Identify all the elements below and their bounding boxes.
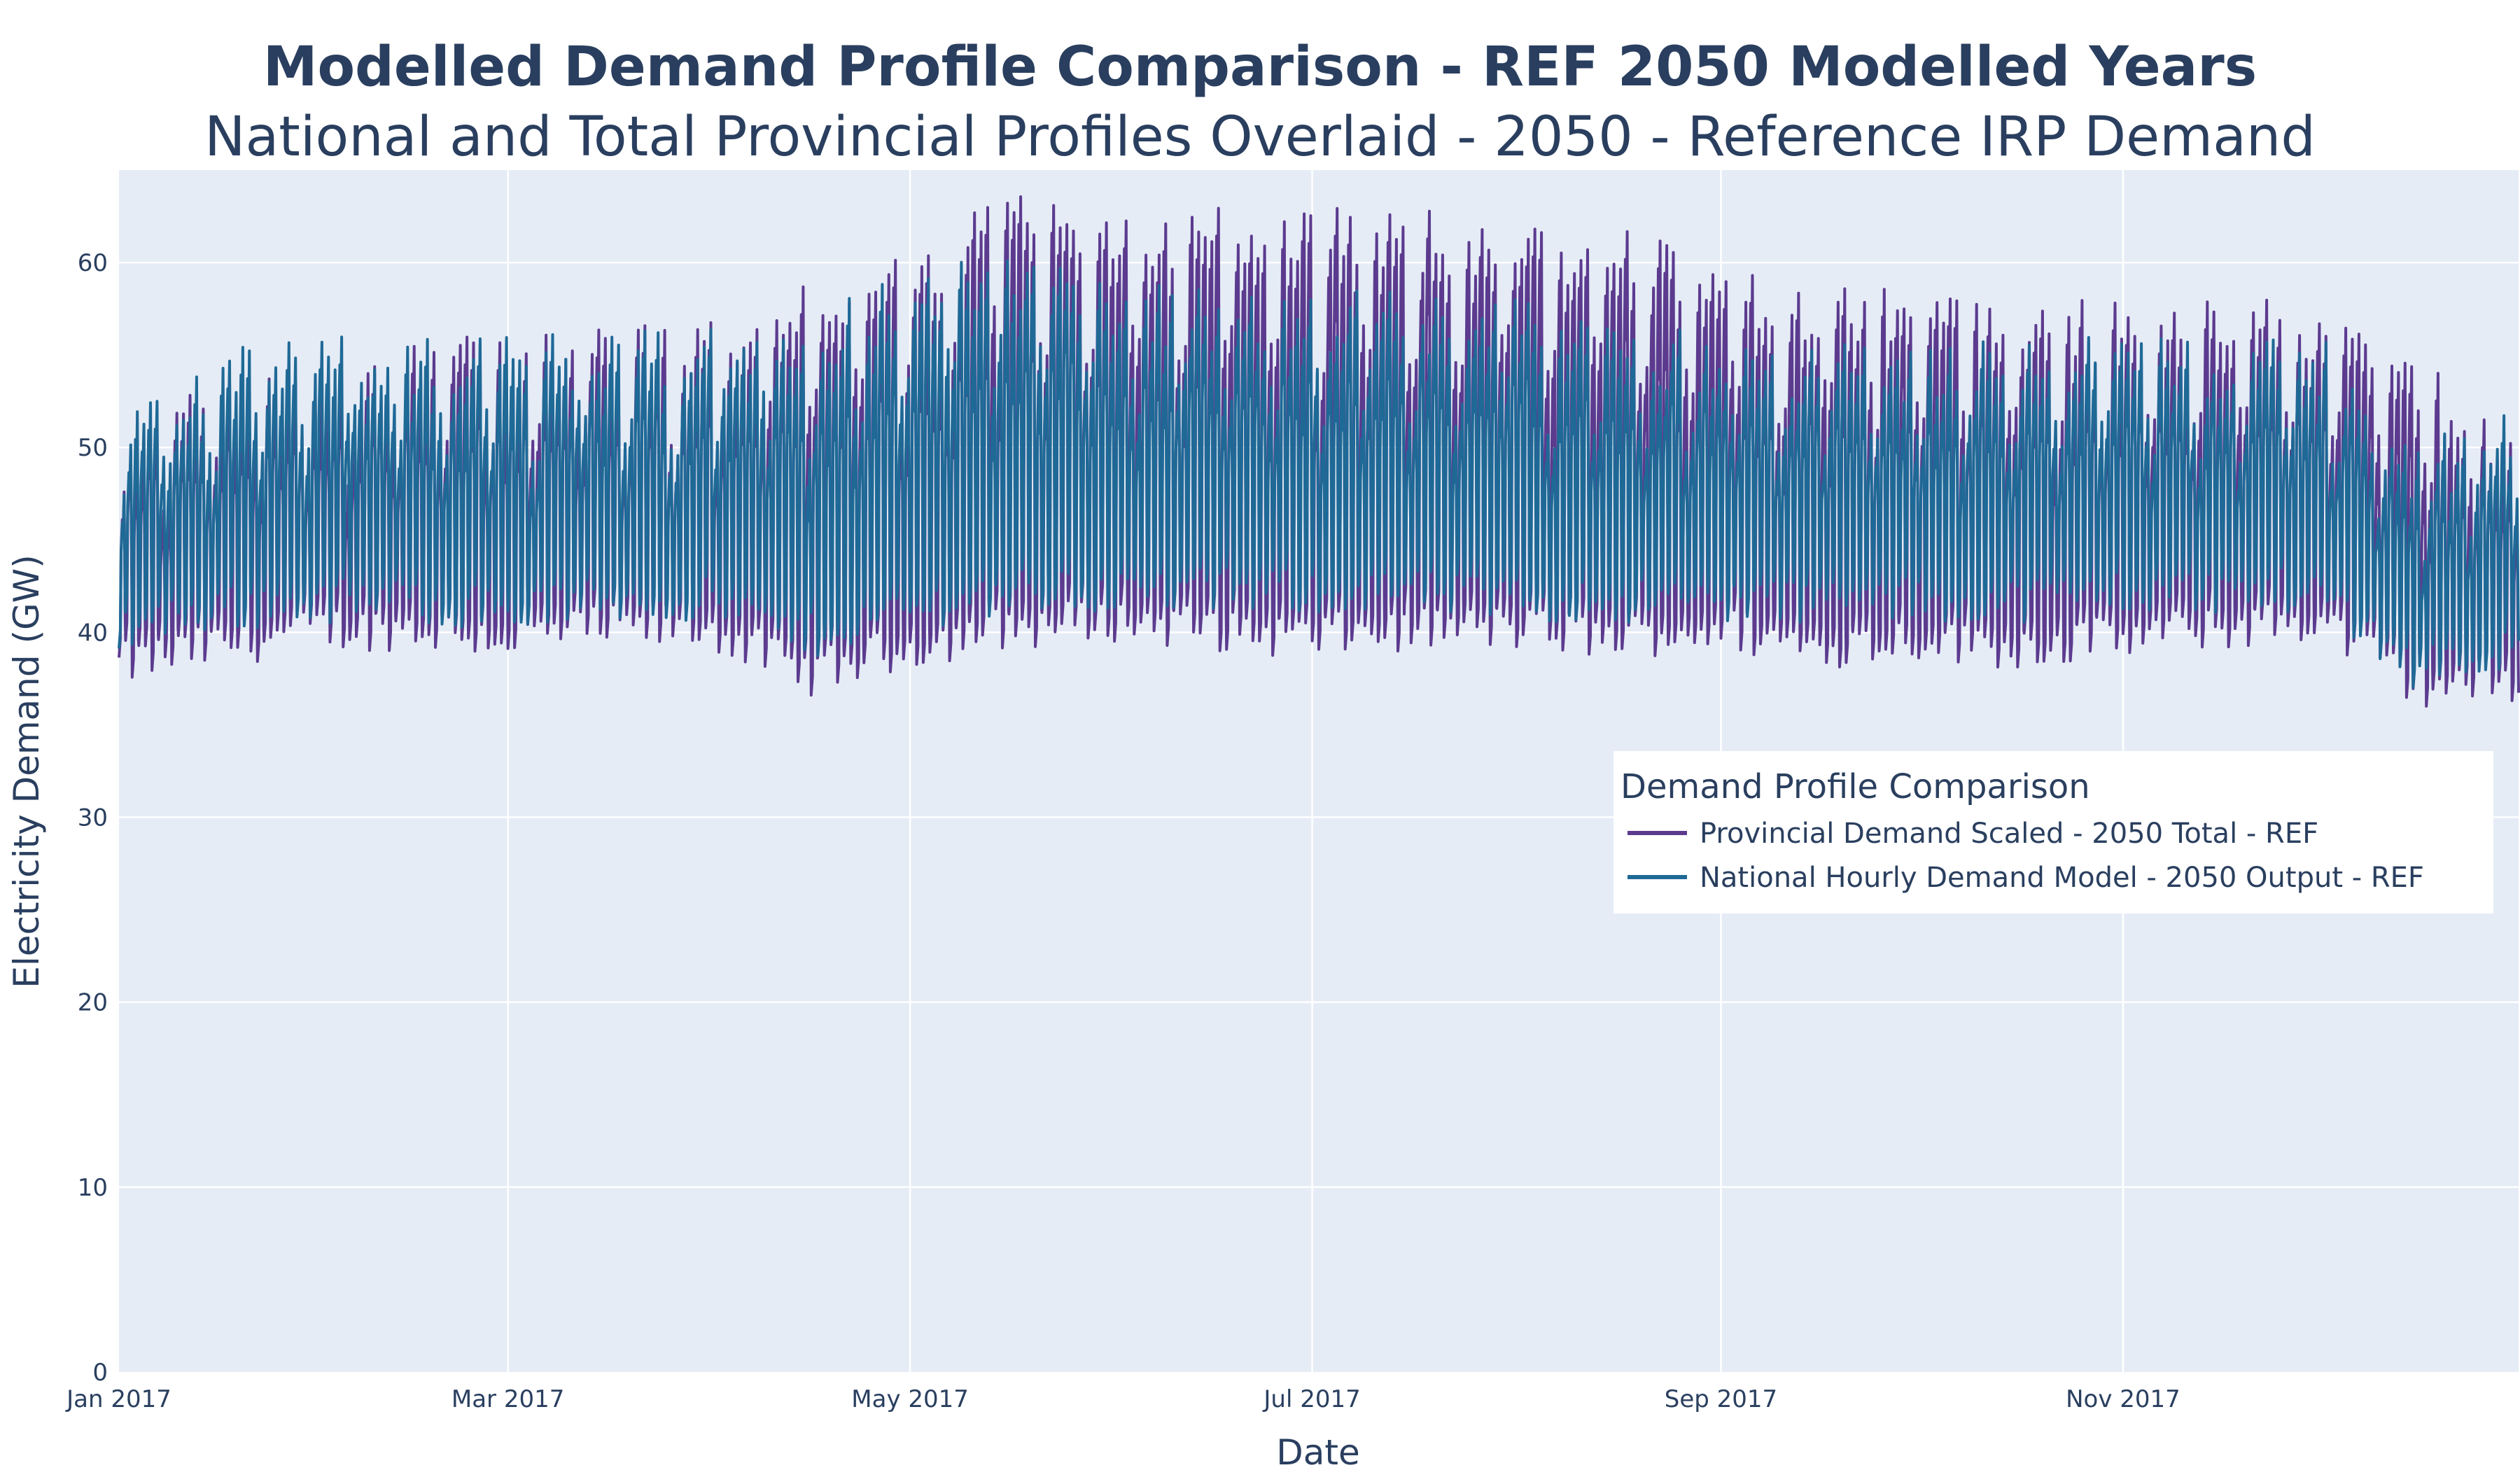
legend-title: Demand Profile Comparison	[1620, 767, 2090, 806]
x-axis-title: Date	[1276, 1432, 1360, 1470]
chart-subtitle: National and Total Provincial Profiles O…	[204, 106, 2316, 169]
y-tick-label: 30	[78, 804, 108, 832]
y-tick-label: 50	[78, 434, 108, 462]
x-tick-label: Mar 2017	[451, 1385, 564, 1413]
series-layer	[118, 195, 2520, 708]
x-tick-label: May 2017	[851, 1385, 969, 1413]
y-tick-label: 40	[78, 619, 108, 647]
x-tick-label: Jan 2017	[65, 1385, 172, 1413]
series-1	[118, 259, 2520, 690]
x-tick-label: Nov 2017	[2066, 1385, 2180, 1413]
legend-label-provincial[interactable]: Provincial Demand Scaled - 2050 Total - …	[1700, 818, 2318, 850]
tick-labels: 0 10 20 30 40 50 60 Jan 2017 Mar 2017 May 2017 Jul…	[65, 249, 2180, 1413]
legend: Demand Profile Comparison Provincial Dem…	[1614, 751, 2493, 913]
y-tick-label: 60	[78, 249, 108, 277]
series-line-1	[118, 259, 2520, 690]
y-axis-title: Electricity Demand (GW)	[6, 554, 47, 988]
x-tick-label: Sep 2017	[1665, 1385, 1777, 1413]
legend-box	[1614, 751, 2493, 913]
chart-title: Modelled Demand Profile Comparison - REF…	[263, 36, 2257, 99]
x-tick-label: Jul 2017	[1262, 1385, 1360, 1413]
y-tick-label: 10	[78, 1174, 108, 1202]
y-tick-label: 0	[92, 1359, 108, 1387]
y-tick-label: 20	[78, 989, 108, 1017]
legend-label-national[interactable]: National Hourly Demand Model - 2050 Outp…	[1700, 862, 2424, 894]
